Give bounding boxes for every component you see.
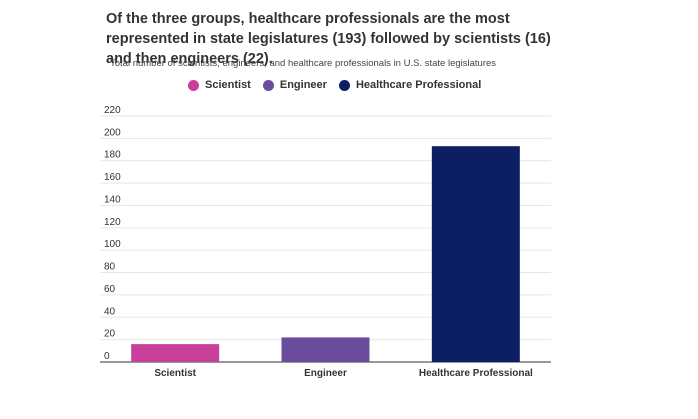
x-tick-label-scientist: Scientist — [154, 368, 196, 379]
bar-healthcare-professional — [431, 146, 520, 362]
legend-swatch-healthcare-professional — [338, 79, 350, 91]
y-tick-label-100: 100 — [104, 239, 121, 250]
y-tick-label-200: 200 — [104, 127, 121, 138]
legend-item-scientist[interactable]: Scientist — [188, 79, 251, 91]
y-tick-label-220: 220 — [104, 105, 121, 116]
y-tick-label-160: 160 — [104, 172, 121, 183]
chart-legend: Scientist Engineer Healthcare Profession… — [188, 78, 481, 92]
y-tick-label-180: 180 — [104, 150, 121, 161]
y-tick-label-40: 40 — [104, 306, 116, 317]
chart-title: Of the three groups, healthcare professi… — [106, 11, 551, 67]
bar-scientist — [131, 344, 220, 362]
legend-label-healthcare-professional: Healthcare Professional — [355, 79, 482, 91]
y-tick-label-80: 80 — [104, 262, 116, 273]
y-tick-label-0: 0 — [104, 351, 110, 362]
legend-label-scientist: Scientist — [205, 79, 251, 91]
legend-item-healthcare-professional[interactable]: Healthcare Professional — [338, 79, 482, 91]
legend-item-engineer[interactable]: Engineer — [262, 79, 327, 91]
x-tick-label-engineer: Engineer — [304, 368, 347, 379]
y-tick-label-20: 20 — [104, 329, 116, 340]
y-tick-label-140: 140 — [104, 194, 121, 205]
y-tick-label-60: 60 — [104, 284, 116, 295]
chart-subtitle: Total number of scientists, engineers, a… — [110, 58, 497, 69]
legend-label-engineer: Engineer — [279, 79, 327, 91]
bar-engineer — [281, 337, 370, 362]
legend-swatch-engineer — [262, 79, 274, 91]
y-tick-label-120: 120 — [104, 217, 121, 228]
x-tick-label-healthcare-professional: Healthcare Professional — [419, 368, 533, 379]
legend-swatch-scientist — [188, 79, 199, 91]
